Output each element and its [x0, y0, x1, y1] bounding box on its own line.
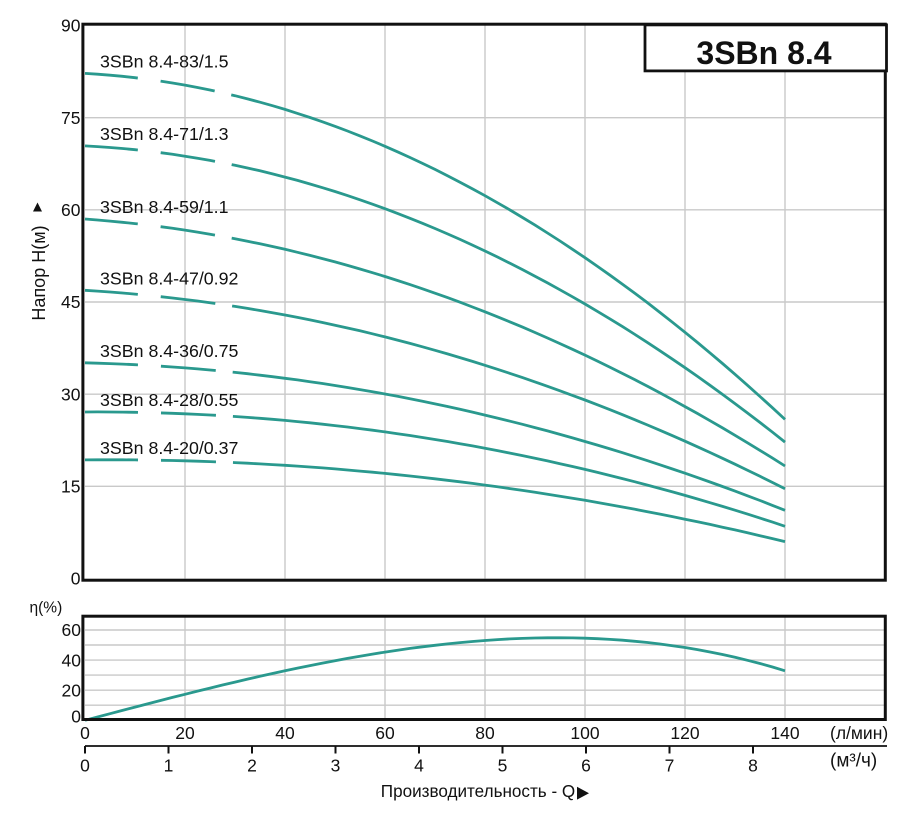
svg-text:0: 0 [71, 569, 81, 589]
svg-text:90: 90 [61, 16, 81, 36]
svg-text:3SBn 8.4-28/0.55: 3SBn 8.4-28/0.55 [100, 390, 239, 410]
svg-text:3SBn 8.4: 3SBn 8.4 [696, 35, 831, 71]
svg-text:75: 75 [61, 108, 80, 128]
svg-text:6: 6 [581, 756, 591, 776]
svg-text:15: 15 [61, 477, 80, 497]
svg-text:3SBn 8.4-59/1.1: 3SBn 8.4-59/1.1 [100, 197, 229, 217]
svg-text:0: 0 [71, 707, 81, 727]
svg-text:1: 1 [164, 756, 174, 776]
svg-text:30: 30 [61, 384, 81, 404]
svg-text:140: 140 [770, 723, 799, 743]
svg-text:Напор Н(м): Напор Н(м) [29, 225, 49, 320]
svg-text:(м³/ч): (м³/ч) [830, 751, 877, 772]
svg-text:60: 60 [61, 200, 81, 220]
svg-text:3SBn 8.4-20/0.37: 3SBn 8.4-20/0.37 [100, 438, 238, 458]
svg-text:3SBn 8.4-83/1.5: 3SBn 8.4-83/1.5 [100, 51, 229, 71]
svg-text:80: 80 [475, 723, 495, 743]
svg-text:3SBn 8.4-71/1.3: 3SBn 8.4-71/1.3 [100, 124, 229, 144]
svg-text:40: 40 [275, 723, 295, 743]
svg-text:2: 2 [247, 756, 257, 776]
svg-text:4: 4 [414, 756, 424, 776]
svg-text:0: 0 [80, 756, 90, 776]
svg-text:(л/мин): (л/мин) [830, 723, 888, 743]
svg-text:0: 0 [80, 723, 90, 743]
svg-text:40: 40 [62, 650, 82, 670]
svg-text:η(%): η(%) [30, 600, 63, 617]
svg-text:3SBn 8.4-47/0.92: 3SBn 8.4-47/0.92 [100, 268, 238, 288]
svg-text:8: 8 [748, 756, 758, 776]
svg-text:100: 100 [570, 723, 599, 743]
svg-text:3SBn 8.4-36/0.75: 3SBn 8.4-36/0.75 [100, 341, 239, 361]
svg-text:45: 45 [61, 292, 80, 312]
svg-text:3: 3 [331, 756, 341, 776]
svg-text:60: 60 [62, 620, 82, 640]
svg-text:60: 60 [375, 723, 395, 743]
svg-text:20: 20 [62, 680, 82, 700]
svg-text:20: 20 [175, 723, 195, 743]
svg-text:Производительность - Q: Производительность - Q [381, 782, 575, 801]
svg-text:7: 7 [665, 756, 675, 776]
svg-text:5: 5 [498, 756, 508, 776]
svg-text:120: 120 [670, 723, 699, 743]
